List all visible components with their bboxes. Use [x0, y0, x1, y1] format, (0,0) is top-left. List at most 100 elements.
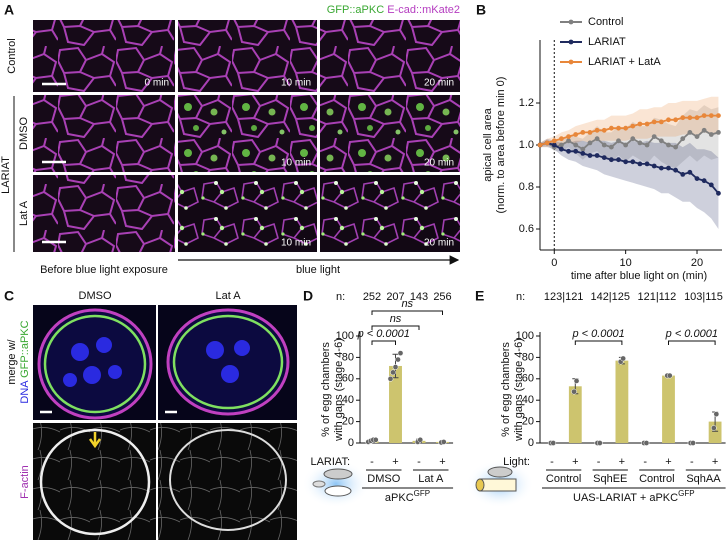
point	[630, 159, 636, 165]
group-label: SqhAA	[686, 473, 721, 485]
category-label: +	[712, 456, 718, 468]
y-tick-label: 0.8	[519, 181, 534, 193]
point	[616, 138, 621, 144]
point	[559, 136, 564, 142]
caption: blue light	[296, 264, 340, 276]
point	[594, 127, 600, 133]
micrograph	[320, 20, 460, 92]
y-axis-label: apical cell area	[482, 107, 494, 181]
point	[559, 146, 564, 152]
point	[637, 161, 643, 167]
point	[708, 113, 714, 118]
data-point	[571, 388, 577, 395]
micrograph	[33, 175, 175, 252]
micrograph	[33, 95, 175, 172]
row-label: F-actin	[19, 465, 31, 499]
point	[580, 146, 586, 152]
y-tick-label: 100	[516, 330, 534, 342]
point	[673, 167, 679, 173]
point	[651, 163, 657, 169]
point	[630, 123, 636, 129]
micrograph	[320, 95, 460, 172]
y-axis-label: with gaps (stage 4-6)	[333, 338, 345, 442]
data-point	[417, 436, 424, 443]
row-label: merge w/	[6, 338, 18, 384]
point	[594, 136, 600, 142]
point	[601, 155, 607, 161]
point	[658, 119, 664, 125]
nucleus	[83, 366, 101, 384]
y-axis-label: % of egg chambers	[500, 342, 512, 437]
point	[673, 117, 679, 123]
y-axis-label: % of egg chambers	[320, 342, 332, 437]
point	[566, 138, 571, 144]
comparison-bracket	[371, 310, 443, 315]
y-axis-label: with gaps (stage 4-6)	[513, 338, 525, 442]
category-label: +	[665, 456, 671, 468]
channel: GFP::aPKC	[19, 320, 31, 378]
n-label: n:	[336, 291, 345, 303]
legend-marker	[568, 39, 574, 45]
n-value: 252	[363, 291, 381, 303]
point	[687, 169, 693, 175]
bar	[615, 360, 629, 443]
comparison-label: p < 0.0001	[357, 328, 410, 340]
footer-base: UAS-LARIAT + aPKC	[573, 492, 678, 504]
group-label: Control	[639, 473, 674, 485]
point	[601, 142, 607, 148]
point	[680, 172, 686, 177]
data-point	[573, 378, 580, 384]
micrograph	[33, 20, 175, 92]
footer-sup: GFP	[414, 489, 430, 498]
channel-header: GFP::aPKC E-cad::mKate2	[327, 4, 460, 16]
comparison-bracket	[371, 325, 420, 330]
point	[616, 157, 621, 163]
y-tick-label: 80	[342, 351, 354, 363]
group-label: Lat A	[418, 473, 444, 485]
comparison-bracket	[371, 340, 396, 345]
nucleus	[63, 373, 77, 387]
category-axis-label: LARIAT:	[310, 456, 350, 468]
panel-label: B	[476, 2, 486, 18]
y-tick-label: 0	[528, 437, 534, 449]
lamp	[487, 466, 513, 478]
point	[551, 138, 557, 144]
point	[666, 142, 671, 148]
point	[716, 113, 721, 118]
error-band	[540, 138, 719, 229]
legend-label: Control	[588, 16, 623, 28]
x-tick-label: 10	[620, 257, 632, 269]
data-point	[395, 356, 401, 363]
n-value: 207	[386, 291, 404, 303]
point	[623, 142, 629, 148]
caption: Before blue light exposure	[40, 264, 168, 276]
point	[694, 176, 700, 182]
time-label: 20 min	[424, 158, 454, 169]
point	[573, 142, 579, 148]
egg-chamber	[39, 428, 151, 536]
panel-a-images	[13, 20, 460, 265]
egg-chamber	[166, 308, 290, 416]
data-point	[440, 439, 447, 445]
footer-base: aPKC	[385, 492, 414, 504]
y-tick-label: 20	[342, 416, 354, 428]
point	[708, 182, 714, 188]
nucleus	[108, 365, 122, 379]
y-tick-label: 40	[522, 394, 534, 406]
point	[708, 132, 714, 137]
group-label: Control	[546, 473, 581, 485]
y-tick-label: 1.0	[519, 139, 534, 151]
point	[580, 130, 586, 135]
n-value: 142|125	[590, 291, 630, 303]
micrograph	[320, 175, 460, 252]
x-axis-label: time after blue light on (min)	[571, 270, 707, 282]
y-axis-label: (norm. to area before min 0)	[495, 77, 507, 214]
n-label: n:	[516, 291, 525, 303]
point	[587, 153, 593, 158]
point	[630, 136, 636, 142]
point	[644, 121, 650, 127]
data-point	[713, 411, 720, 417]
point	[701, 178, 707, 184]
